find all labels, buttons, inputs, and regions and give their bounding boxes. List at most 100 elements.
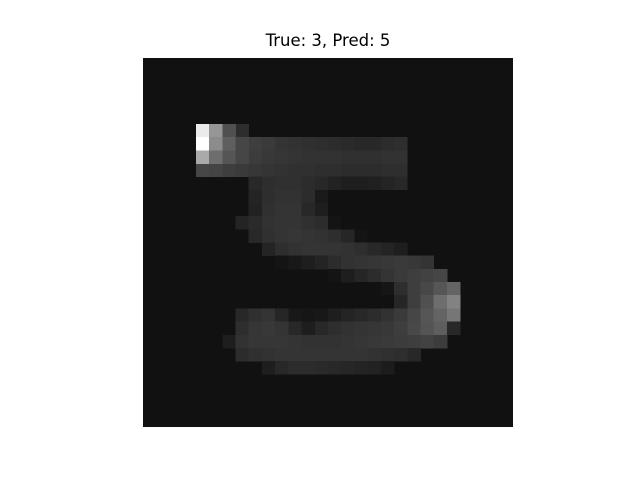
- pixel-cell: [447, 308, 461, 322]
- pixel-cell: [262, 190, 276, 204]
- pixel-cell: [328, 269, 342, 283]
- pixel-cell: [394, 348, 408, 362]
- pixel-cell: [249, 229, 263, 243]
- pixel-cell: [354, 137, 368, 151]
- pixel-cell: [302, 243, 316, 257]
- pixel-cell: [236, 348, 250, 362]
- pixel-cell: [421, 308, 435, 322]
- pixel-cell: [328, 163, 342, 177]
- pixel-cell: [354, 229, 368, 243]
- pixel-cell: [368, 163, 382, 177]
- pixel-cell: [275, 190, 289, 204]
- pixel-cell: [209, 137, 223, 151]
- pixel-cell: [315, 348, 329, 362]
- pixel-cell: [421, 295, 435, 309]
- pixel-cell: [341, 203, 355, 217]
- pixel-cell: [381, 361, 395, 375]
- pixel-cell: [288, 243, 302, 257]
- pixel-cell: [288, 361, 302, 375]
- pixel-cell: [368, 269, 382, 283]
- pixel-cell: [394, 308, 408, 322]
- pixel-cell: [249, 177, 263, 191]
- figure-title: True: 3, Pred: 5: [0, 31, 640, 51]
- pixel-cell: [262, 361, 276, 375]
- pixel-cell: [447, 295, 461, 309]
- pixel-cell: [315, 137, 329, 151]
- pixel-cell: [381, 190, 395, 204]
- pixel-cell: [381, 308, 395, 322]
- pixel-cell: [222, 150, 236, 164]
- pixel-cell: [315, 190, 329, 204]
- pixel-cell: [236, 322, 250, 336]
- pixel-cell: [368, 295, 382, 309]
- pixel-cell: [368, 256, 382, 270]
- pixel-cell: [302, 190, 316, 204]
- pixel-cell: [262, 308, 276, 322]
- pixel-cell: [341, 308, 355, 322]
- pixel-cell: [354, 269, 368, 283]
- pixel-cell: [262, 137, 276, 151]
- pixel-cell: [262, 163, 276, 177]
- pixel-cell: [236, 124, 250, 138]
- pixel-cell: [407, 335, 421, 349]
- pixel-cell: [249, 190, 263, 204]
- pixel-cell: [315, 177, 329, 191]
- pixel-cell: [434, 269, 448, 283]
- pixel-cell: [381, 150, 395, 164]
- pixel-cell: [275, 216, 289, 230]
- pixel-cell: [275, 229, 289, 243]
- pixel-cell: [236, 335, 250, 349]
- pixel-cell: [407, 308, 421, 322]
- pixel-cell: [288, 348, 302, 362]
- digit-pixel-grid: [143, 58, 513, 427]
- pixel-cell: [302, 163, 316, 177]
- pixel-cell: [381, 177, 395, 191]
- pixel-cell: [196, 124, 210, 138]
- pixel-cell: [368, 137, 382, 151]
- pixel-cell: [302, 216, 316, 230]
- pixel-cell: [236, 308, 250, 322]
- pixel-cell: [209, 163, 223, 177]
- pixel-cell: [196, 150, 210, 164]
- pixel-cell: [381, 256, 395, 270]
- pixel-cell: [236, 216, 250, 230]
- pixel-cell: [368, 229, 382, 243]
- pixel-cell: [381, 282, 395, 296]
- pixel-cell: [354, 216, 368, 230]
- pixel-cell: [394, 322, 408, 336]
- pixel-cell: [341, 361, 355, 375]
- pixel-cell: [222, 163, 236, 177]
- pixel-cell: [341, 216, 355, 230]
- pixel-cell: [394, 177, 408, 191]
- pixel-cell: [447, 322, 461, 336]
- pixel-cell: [315, 308, 329, 322]
- pixel-cell: [354, 150, 368, 164]
- pixel-cell: [341, 256, 355, 270]
- pixel-cell: [368, 335, 382, 349]
- pixel-cell: [262, 229, 276, 243]
- pixel-cell: [288, 163, 302, 177]
- pixel-cell: [368, 216, 382, 230]
- pixel-cell: [381, 322, 395, 336]
- pixel-cell: [262, 150, 276, 164]
- pixel-cell: [288, 190, 302, 204]
- pixel-cell: [368, 361, 382, 375]
- pixel-cell: [394, 150, 408, 164]
- pixel-cell: [302, 322, 316, 336]
- pixel-cell: [328, 229, 342, 243]
- pixel-cell: [434, 295, 448, 309]
- pixel-cell: [275, 163, 289, 177]
- pixel-cell: [354, 177, 368, 191]
- pixel-cell: [381, 216, 395, 230]
- pixel-cell: [196, 137, 210, 151]
- pixel-cell: [302, 335, 316, 349]
- pixel-cell: [315, 150, 329, 164]
- pixel-cell: [354, 243, 368, 257]
- pixel-cell: [421, 335, 435, 349]
- pixel-cell: [328, 335, 342, 349]
- pixel-cell: [302, 361, 316, 375]
- pixel-cell: [262, 177, 276, 191]
- pixel-cell: [328, 348, 342, 362]
- pixel-cell: [249, 216, 263, 230]
- pixel-cell: [262, 216, 276, 230]
